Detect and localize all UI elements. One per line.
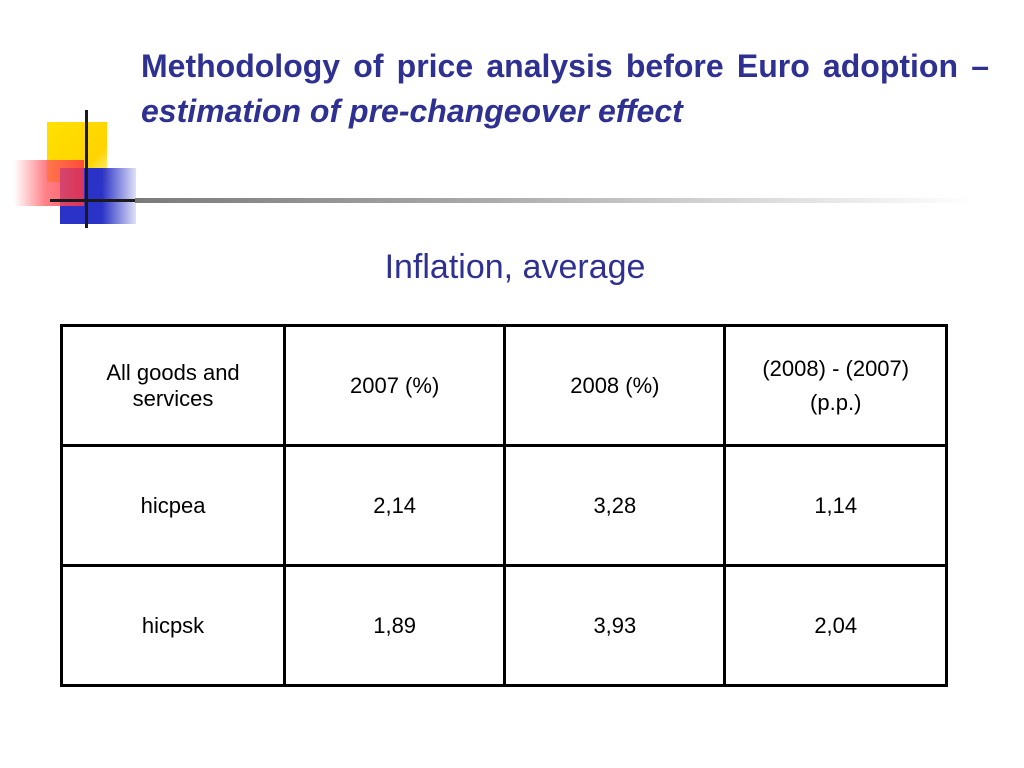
logo-horizontal-line (50, 199, 140, 202)
header-2007: 2007 (%) (284, 324, 506, 447)
header-difference: (2008) - (2007) (p.p.) (723, 324, 948, 447)
title-divider (135, 198, 975, 203)
cell-2007: 1,89 (284, 564, 506, 687)
cell-2008: 3,28 (503, 444, 727, 567)
header-difference-line1: (2008) - (2007) (762, 355, 910, 381)
inflation-table: All goods and services 2007 (%) 2008 (%)… (59, 324, 948, 687)
table-header-row: All goods and services 2007 (%) 2008 (%)… (59, 324, 948, 447)
header-2008: 2008 (%) (503, 324, 727, 447)
cell-2007: 2,14 (284, 444, 506, 567)
header-goods-services: All goods and services (59, 324, 287, 447)
header-difference-line2: (p.p.) (810, 389, 862, 415)
row-label: hicpsk (59, 564, 287, 687)
logo-red-square (14, 160, 84, 206)
table-row: hicpsk 1,89 3,93 2,04 (59, 564, 948, 687)
table-row: hicpea 2,14 3,28 1,14 (59, 444, 948, 567)
decorative-logo (0, 0, 180, 240)
logo-vertical-line (85, 110, 88, 228)
slide-subtitle: Inflation, average (384, 248, 646, 286)
slide-title: Methodology of price analysis before Eur… (141, 44, 989, 134)
cell-difference: 1,14 (723, 444, 948, 567)
row-label: hicpea (59, 444, 287, 567)
slide-title-italic: estimation of pre-changeover effect (141, 93, 683, 129)
cell-difference: 2,04 (723, 564, 948, 687)
cell-2008: 3,93 (503, 564, 727, 687)
slide-title-main: Methodology of price analysis before Eur… (141, 48, 989, 84)
